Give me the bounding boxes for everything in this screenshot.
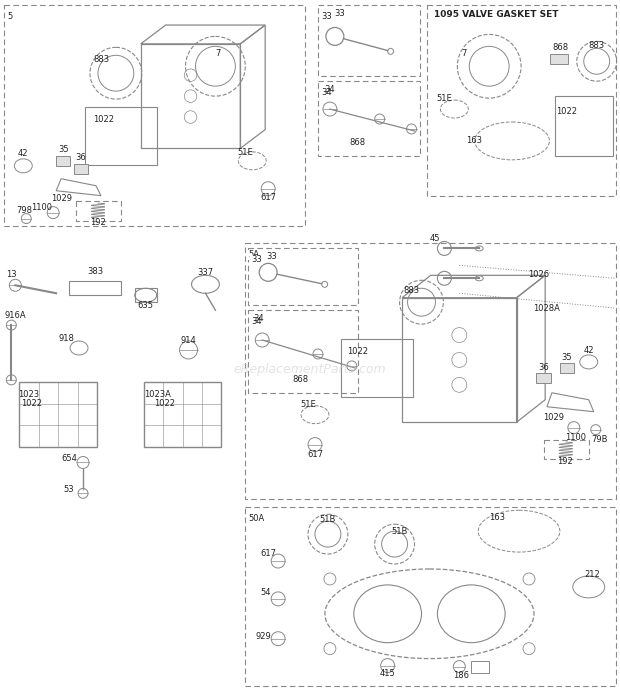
Text: 883: 883 [404, 286, 420, 295]
Bar [19, 383, 97, 447]
Text: 34: 34 [253, 314, 264, 323]
Text: 883: 883 [588, 41, 604, 50]
Text: 1100: 1100 [31, 203, 51, 212]
Text: 192: 192 [90, 218, 106, 227]
Text: 1029: 1029 [543, 413, 564, 422]
Text: 1100: 1100 [565, 433, 587, 442]
Text: 654: 654 [61, 454, 77, 463]
Text: 415: 415 [380, 669, 396, 678]
Text: 45: 45 [429, 234, 440, 243]
Text: 918: 918 [58, 333, 74, 342]
Text: 929: 929 [255, 632, 271, 641]
Text: 1022: 1022 [347, 347, 368, 356]
Bar [69, 281, 121, 295]
Text: 1026: 1026 [528, 270, 549, 279]
Bar [74, 164, 88, 174]
Text: 337: 337 [197, 267, 213, 277]
Text: 54: 54 [260, 588, 270, 597]
Text: 798: 798 [16, 206, 32, 215]
Text: 192: 192 [557, 457, 573, 466]
Bar [135, 288, 157, 302]
Text: 916A: 916A [4, 310, 26, 319]
Text: 383: 383 [87, 267, 103, 276]
Text: 1022: 1022 [154, 399, 175, 408]
Text: 1022: 1022 [21, 399, 42, 408]
Text: 51B: 51B [320, 515, 336, 524]
Text: 79B: 79B [591, 435, 608, 444]
Text: 33: 33 [321, 12, 332, 21]
Text: 617: 617 [260, 549, 276, 558]
Text: 212: 212 [585, 570, 601, 579]
Bar [550, 54, 568, 64]
Text: 1095 VALVE GASKET SET: 1095 VALVE GASKET SET [435, 10, 559, 19]
Text: 51E: 51E [237, 148, 253, 157]
Text: 617: 617 [260, 193, 276, 202]
Text: 868: 868 [350, 139, 366, 148]
Text: 868: 868 [292, 376, 308, 385]
Text: 35: 35 [562, 353, 572, 362]
Text: 33: 33 [335, 9, 345, 18]
Text: 34: 34 [251, 317, 262, 326]
Text: 36: 36 [76, 153, 86, 162]
Text: 1022: 1022 [94, 114, 115, 123]
Text: 883: 883 [93, 55, 109, 64]
Text: 635: 635 [138, 301, 154, 310]
Text: 1023: 1023 [19, 390, 40, 399]
Text: 51E: 51E [436, 94, 452, 103]
Bar [471, 660, 489, 672]
Text: 7: 7 [216, 49, 221, 58]
Bar [560, 363, 574, 373]
Bar [536, 373, 551, 383]
Text: 50A: 50A [248, 514, 265, 523]
Text: 1028A: 1028A [533, 304, 560, 313]
Text: 1029: 1029 [51, 194, 72, 203]
Bar [85, 107, 157, 165]
Bar [56, 156, 70, 166]
Bar [555, 96, 613, 156]
Text: 53: 53 [64, 485, 74, 494]
Text: 163: 163 [489, 513, 505, 522]
Bar [341, 339, 412, 397]
Text: 34: 34 [321, 88, 332, 97]
Text: 42: 42 [18, 150, 29, 159]
Text: 13: 13 [6, 270, 17, 279]
Text: 1023A: 1023A [144, 390, 170, 399]
Text: 42: 42 [583, 346, 594, 356]
Text: 868: 868 [553, 43, 569, 52]
Text: 51E: 51E [300, 401, 316, 410]
Text: 7: 7 [462, 49, 467, 58]
Text: 1022: 1022 [556, 107, 577, 116]
Text: 186: 186 [453, 671, 469, 680]
Bar [144, 383, 221, 447]
Text: 914: 914 [180, 335, 197, 344]
Text: 163: 163 [466, 137, 482, 146]
Text: 33: 33 [267, 252, 278, 261]
Text: 5A: 5A [248, 250, 259, 259]
Text: eReplacementParts.com: eReplacementParts.com [234, 363, 386, 376]
Text: 5: 5 [7, 12, 12, 21]
Text: 51B: 51B [391, 527, 408, 536]
Text: 35: 35 [58, 146, 68, 155]
Text: 36: 36 [539, 363, 549, 372]
Text: 617: 617 [307, 450, 323, 459]
Text: 33: 33 [251, 256, 262, 265]
Text: 34: 34 [325, 85, 335, 94]
